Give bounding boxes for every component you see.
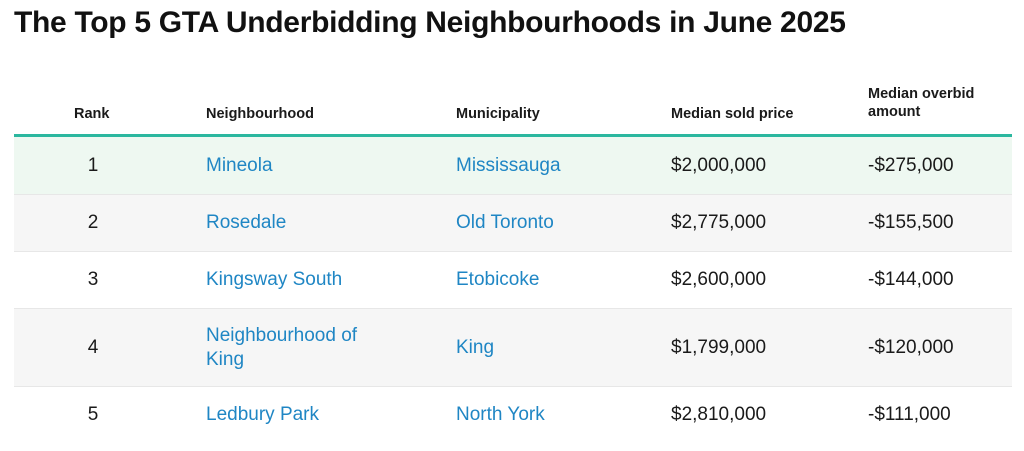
municipality-link[interactable]: Etobicoke: [456, 269, 540, 290]
column-header-municipality: Municipality: [456, 106, 540, 122]
rank-cell: 3: [87, 269, 99, 290]
median-overbid-amount-cell: -$120,000: [868, 336, 954, 358]
table-row: 5 Ledbury Park North York $2,810,000 -$1…: [14, 387, 1012, 442]
median-overbid-amount-cell: -$111,000: [868, 403, 951, 425]
column-header-median-overbid-amount: Median overbid amount: [868, 86, 975, 120]
municipality-link[interactable]: Old Toronto: [456, 212, 554, 233]
rank-cell: 5: [87, 403, 99, 425]
table-row: 1 Mineola Mississauga $2,000,000 -$275,0…: [14, 137, 1012, 195]
column-header-median-sold-price: Median sold price: [671, 106, 794, 122]
median-sold-price-cell: $2,000,000: [671, 154, 767, 176]
table-row: 3 Kingsway South Etobicoke $2,600,000 -$…: [14, 252, 1012, 309]
median-overbid-amount-cell: -$275,000: [868, 154, 954, 176]
neighbourhood-link[interactable]: Kingsway South: [206, 269, 343, 290]
median-sold-price-cell: $1,799,000: [671, 336, 767, 358]
page-title: The Top 5 GTA Underbidding Neighbourhood…: [14, 6, 846, 39]
municipality-link[interactable]: North York: [456, 403, 545, 425]
neighbourhood-link[interactable]: Neighbourhood of King: [206, 324, 358, 370]
neighbourhood-link[interactable]: Mineola: [206, 154, 273, 176]
column-header-rank: Rank: [74, 106, 110, 122]
table-header: Rank Neighbourhood Municipality Median s…: [14, 82, 1012, 137]
rank-cell: 2: [87, 212, 99, 233]
median-overbid-amount-cell: -$144,000: [868, 269, 954, 290]
municipality-link[interactable]: King: [456, 336, 495, 358]
table-row: 4 Neighbourhood of King King $1,799,000 …: [14, 309, 1012, 387]
neighbourhood-link[interactable]: Ledbury Park: [206, 403, 320, 425]
rank-cell: 4: [87, 336, 99, 358]
data-table: Rank Neighbourhood Municipality Median s…: [14, 82, 1012, 442]
median-sold-price-cell: $2,775,000: [671, 212, 767, 233]
median-sold-price-cell: $2,600,000: [671, 269, 767, 290]
table-row: 2 Rosedale Old Toronto $2,775,000 -$155,…: [14, 195, 1012, 252]
municipality-link[interactable]: Mississauga: [456, 154, 561, 176]
median-sold-price-cell: $2,810,000: [671, 403, 767, 425]
column-header-neighbourhood: Neighbourhood: [206, 106, 314, 122]
median-overbid-amount-cell: -$155,500: [868, 212, 954, 233]
neighbourhood-link[interactable]: Rosedale: [206, 212, 287, 233]
rank-cell: 1: [87, 154, 99, 176]
